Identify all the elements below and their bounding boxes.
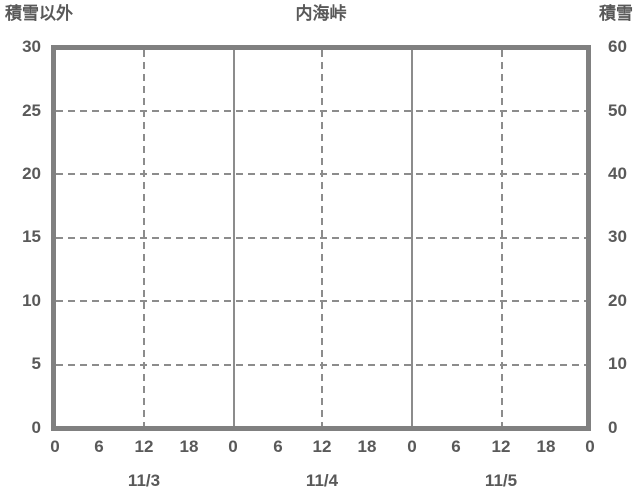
x-tick-h0: 0	[50, 437, 60, 456]
date-label-11-3: 11/3	[127, 471, 161, 490]
right-axis-title: 積雪	[599, 4, 633, 23]
y-left-tick-15: 15	[22, 227, 41, 246]
left-axis-title: 積雪以外	[5, 4, 73, 23]
y-right-tick-10: 10	[608, 354, 627, 373]
x-tick-h18: 18	[179, 437, 199, 456]
y-left-tick-5: 5	[31, 354, 41, 373]
x-tick-h42: 18	[357, 437, 377, 456]
v-gridline-11-4-start	[233, 50, 235, 426]
x-tick-h54: 6	[451, 437, 461, 456]
x-tick-h60: 12	[491, 437, 511, 456]
y-left-tick-10: 10	[22, 291, 41, 310]
x-tick-h48: 0	[407, 437, 417, 456]
y-left-tick-20: 20	[22, 164, 41, 183]
y-right-tick-20: 20	[608, 291, 627, 310]
x-tick-h72: 0	[585, 437, 595, 456]
v-gridline-11-5-noon	[501, 50, 503, 426]
date-label-11-4: 11/4	[305, 471, 339, 490]
x-tick-h30: 6	[273, 437, 283, 456]
chart-title: 内海峠	[295, 4, 347, 23]
x-tick-h6: 6	[94, 437, 104, 456]
x-tick-h36: 12	[312, 437, 332, 456]
v-gridline-11-4-noon	[321, 50, 323, 426]
y-right-tick-40: 40	[608, 164, 627, 183]
y-left-tick-0: 0	[31, 418, 41, 437]
y-right-tick-0: 0	[608, 418, 618, 437]
y-right-tick-50: 50	[608, 101, 627, 120]
y-right-tick-30: 30	[608, 227, 627, 246]
v-gridline-11-5-start	[411, 50, 413, 426]
x-tick-h12: 12	[134, 437, 154, 456]
v-gridline-11-3-noon	[143, 50, 145, 426]
x-tick-h66: 18	[536, 437, 556, 456]
y-left-tick-25: 25	[22, 101, 41, 120]
plot-area	[51, 45, 591, 431]
y-right-tick-60: 60	[608, 37, 627, 56]
y-left-tick-30: 30	[22, 37, 41, 56]
x-tick-h24: 0	[228, 437, 238, 456]
date-label-11-5: 11/5	[484, 471, 518, 490]
